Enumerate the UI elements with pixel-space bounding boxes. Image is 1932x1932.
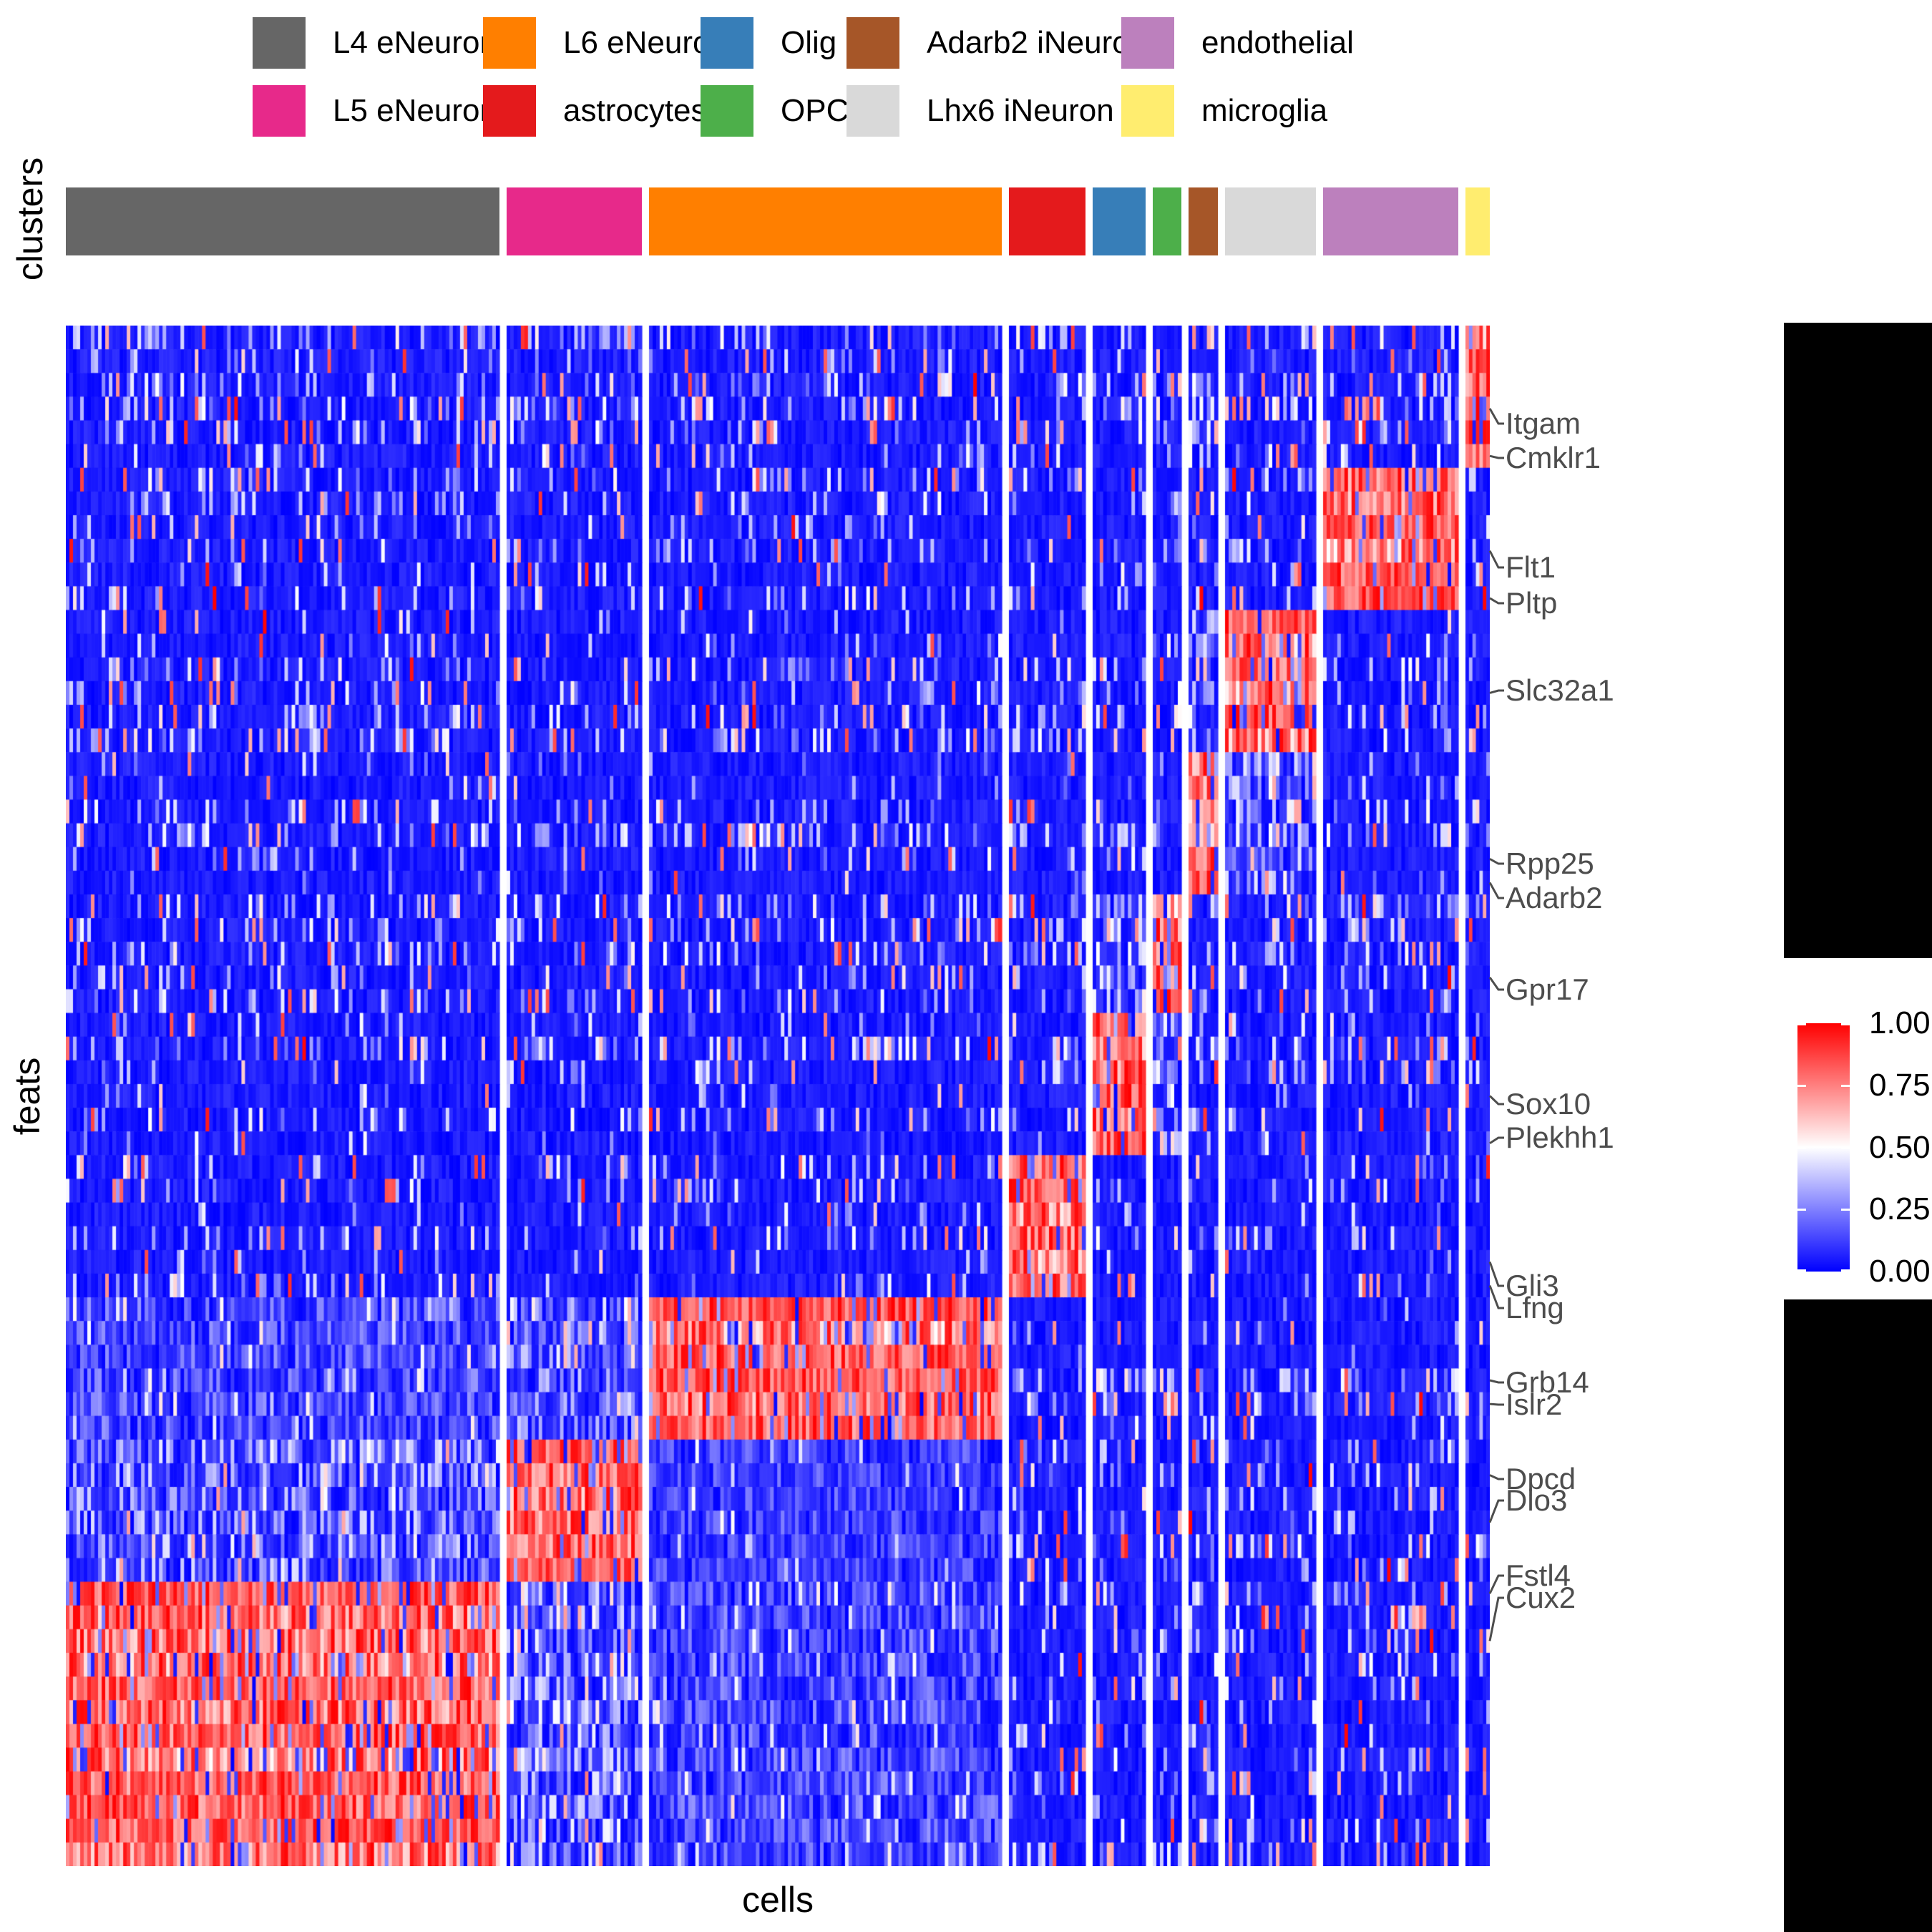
gene-tick: [1488, 1574, 1504, 1594]
colorbar-notch: [1797, 1269, 1806, 1272]
gene-label: Slc32a1: [1506, 673, 1614, 707]
gene-label: Rpp25: [1506, 847, 1594, 880]
gene-label: Lfng: [1506, 1291, 1564, 1324]
gene-label: Sox10: [1506, 1087, 1591, 1121]
gene-label: Flt1: [1506, 550, 1556, 584]
cluster-bar-segment: [1225, 187, 1316, 255]
colorbar-gradient: [1797, 1023, 1850, 1272]
gene-tick: [1489, 1379, 1504, 1384]
colorbar-notch: [1841, 1269, 1850, 1272]
gene-tick: [1489, 689, 1504, 694]
legend-label: L4 eNeuron: [333, 25, 497, 60]
cluster-bar-segment: [1093, 187, 1146, 255]
cluster-bar-segment: [649, 187, 1002, 255]
legend-swatch: [701, 85, 753, 137]
gene-tick: [1488, 1261, 1504, 1287]
gene-tick: [1489, 597, 1504, 605]
legend-swatch: [253, 17, 306, 69]
legend-label: microglia: [1201, 93, 1328, 128]
gene-tick: [1488, 1095, 1504, 1106]
gene-label: Adarb2: [1506, 881, 1603, 914]
colorbar-notch: [1797, 1084, 1806, 1087]
gene-label: Islr2: [1506, 1387, 1563, 1421]
gene-label: Itgam: [1506, 406, 1581, 440]
gene-tick-marks: [1488, 408, 1504, 1641]
gene-tick: [1489, 1136, 1504, 1144]
legend-label: OPC: [781, 93, 849, 128]
legend-panel-black-top: [1784, 323, 1932, 958]
cluster-bar-segment: [507, 187, 642, 255]
legend-label: endothelial: [1201, 25, 1354, 60]
gene-label: Dio3: [1506, 1483, 1568, 1517]
colorbar-notch: [1797, 1023, 1806, 1025]
colorbar-notch: [1841, 1023, 1850, 1025]
legend-swatch: [483, 17, 536, 69]
gene-tick: [1488, 882, 1504, 899]
cluster-bar-segment: [1323, 187, 1458, 255]
gene-tick: [1488, 550, 1504, 569]
legend-swatch: [1121, 85, 1174, 137]
colorbar-notch: [1841, 1209, 1850, 1211]
legend-label: astrocytes: [563, 93, 707, 128]
gene-label: Plekhh1: [1506, 1121, 1614, 1154]
cluster-bar-segment: [1153, 187, 1181, 255]
colorbar-tick-label: 0.25: [1869, 1191, 1931, 1227]
feats-axis-label: feats: [7, 1057, 47, 1136]
gene-label: Grb14: [1506, 1365, 1589, 1399]
colorbar-notch: [1841, 1084, 1850, 1087]
gene-label: Cux2: [1506, 1581, 1576, 1614]
gene-tick: [1488, 1499, 1504, 1523]
gene-label: Pltp: [1506, 586, 1558, 620]
gene-label: Gpr17: [1506, 972, 1589, 1006]
cluster-bar-segment: [1465, 187, 1490, 255]
legend-swatch: [1121, 17, 1174, 69]
gene-label: Cmklr1: [1506, 441, 1601, 474]
gene-tick: [1488, 1284, 1504, 1309]
colorbar-tick-label: 0.50: [1869, 1129, 1931, 1165]
colorbar-tick-label: 1.00: [1869, 1005, 1931, 1040]
colorbar-tick-label: 0.75: [1869, 1067, 1931, 1103]
cluster-bar-segment: [1009, 187, 1085, 255]
colorbar-notch: [1797, 1146, 1806, 1149]
clusters-annotation-bar: [0, 187, 1932, 255]
legend-label: L6 eNeuron: [563, 25, 728, 60]
colorbar-notch: [1841, 1146, 1850, 1149]
colorbar-tick-label: 0.00: [1869, 1254, 1931, 1289]
legend-label: Adarb2 iNeuron: [927, 25, 1148, 60]
legend-swatch: [483, 85, 536, 137]
legend-label: Lhx6 iNeuron: [927, 93, 1114, 128]
legend-swatch: [253, 85, 306, 137]
cluster-bar-segment: [1189, 187, 1218, 255]
colorbar-notch: [1797, 1209, 1806, 1211]
legend-panel-black-bottom: [1784, 1299, 1932, 1932]
gene-label: Dpcd: [1506, 1462, 1576, 1496]
gene-tick: [1488, 1596, 1504, 1641]
cells-axis-label: cells: [741, 1880, 814, 1920]
heatmap-canvas: [66, 326, 1490, 1866]
legend-swatch: [847, 17, 899, 69]
cluster-bar-segment: [66, 187, 499, 255]
gene-tick: [1489, 454, 1504, 459]
gene-tick: [1489, 1402, 1504, 1406]
legend-label: Olig: [781, 25, 837, 60]
legend-swatch: [847, 85, 899, 137]
gene-tick: [1489, 857, 1504, 865]
legend-swatch: [701, 17, 753, 69]
legend-label: L5 eNeuron: [333, 93, 497, 128]
gene-tick: [1489, 1474, 1504, 1480]
gene-tick: [1488, 408, 1504, 425]
gene-label: Fstl4: [1506, 1558, 1571, 1592]
gene-label: Gli3: [1506, 1269, 1559, 1302]
gene-tick: [1488, 977, 1504, 991]
